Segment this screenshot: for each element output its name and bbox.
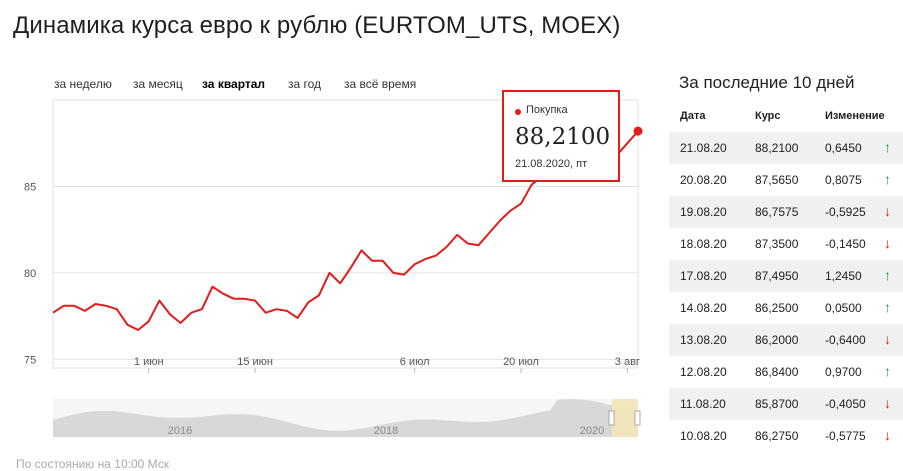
table-header: Дата Курс Изменение (669, 110, 903, 128)
period-month-tab[interactable]: за месяц (133, 77, 183, 91)
row-date: 21.08.20 (680, 141, 727, 155)
row-rate: 86,2500 (755, 301, 799, 315)
arrow-up-icon: ↑ (884, 139, 891, 155)
y-tick-label: 85 (24, 181, 36, 193)
row-change: -0,6400 (825, 333, 866, 347)
y-tick-label: 75 (24, 354, 36, 366)
y-tick-label: 80 (24, 268, 36, 280)
tooltip-value: 88,2100 (515, 124, 611, 150)
x-tick-label: 20 июл (503, 356, 539, 368)
row-rate: 87,5650 (755, 173, 799, 187)
navigator-year-label: 2018 (374, 425, 398, 437)
row-date: 20.08.20 (680, 173, 727, 187)
header-change: Изменение (825, 110, 885, 122)
table-row: 11.08.20 85,8700 -0,4050 ↓ (669, 388, 903, 420)
row-date: 12.08.20 (680, 365, 727, 379)
row-change: -0,5925 (825, 205, 866, 219)
row-date: 13.08.20 (680, 333, 727, 347)
row-date: 17.08.20 (680, 269, 727, 283)
table-row: 17.08.20 87,4950 1,2450 ↑ (669, 260, 903, 292)
table-row: 19.08.20 86,7575 -0,5925 ↓ (669, 196, 903, 228)
row-change: -0,4050 (825, 397, 866, 411)
arrow-down-icon: ↓ (884, 331, 891, 347)
x-tick-label: 15 июн (237, 356, 273, 368)
arrow-up-icon: ↑ (884, 363, 891, 379)
table-row: 14.08.20 86,2500 0,0500 ↑ (669, 292, 903, 324)
row-change: -0,1450 (825, 237, 866, 251)
last-10-days-title: За последние 10 дней (679, 73, 855, 92)
arrow-up-icon: ↑ (884, 267, 891, 283)
row-change: 1,2450 (825, 269, 862, 283)
arrow-down-icon: ↓ (884, 395, 891, 411)
navigator-year-label: 2020 (580, 425, 604, 437)
table-row: 12.08.20 86,8400 0,9700 ↑ (669, 356, 903, 388)
row-change: 0,6450 (825, 141, 862, 155)
row-change: -0,5775 (825, 429, 866, 443)
table-row: 21.08.20 88,2100 0,6450 ↑ (669, 132, 903, 164)
row-rate: 85,8700 (755, 397, 799, 411)
row-change: 0,9700 (825, 365, 862, 379)
update-note: По состоянию на 10:00 Мск (16, 457, 170, 471)
x-tick-label: 6 июл (400, 356, 430, 368)
row-change: 0,8075 (825, 173, 862, 187)
x-tick-label: 3 авг (615, 356, 640, 368)
navigator-handle-left (608, 410, 615, 426)
period-week-tab[interactable]: за неделю (54, 77, 112, 91)
period-year-tab[interactable]: за год (288, 77, 322, 91)
period-all-time-tab[interactable]: за всё время (344, 77, 417, 91)
navigator-history-shape (53, 399, 638, 437)
row-rate: 86,7575 (755, 205, 799, 219)
table-row: 13.08.20 86,2000 -0,6400 ↓ (669, 324, 903, 356)
navigator-handle-right (634, 410, 641, 426)
price-tooltip: Покупка 88,2100 21.08.2020, пт (502, 90, 620, 182)
arrow-down-icon: ↓ (884, 203, 891, 219)
tooltip-label: Покупка (526, 104, 568, 116)
row-rate: 86,8400 (755, 365, 799, 379)
row-date: 14.08.20 (680, 301, 727, 315)
arrow-down-icon: ↓ (884, 235, 891, 251)
table-row: 20.08.20 87,5650 0,8075 ↑ (669, 164, 903, 196)
arrow-up-icon: ↑ (884, 171, 891, 187)
row-rate: 86,2000 (755, 333, 799, 347)
table-row: 10.08.20 86,2750 -0,5775 ↓ (669, 420, 903, 452)
period-quarter-tab[interactable]: за квартал (202, 77, 266, 91)
row-change: 0,0500 (825, 301, 862, 315)
navigator-selection (612, 399, 638, 437)
row-rate: 87,4950 (755, 269, 799, 283)
arrow-up-icon: ↑ (884, 299, 891, 315)
page-title: Динамика курса евро к рублю (EURTOM_UTS,… (13, 12, 621, 39)
x-tick-label: 1 июн (134, 356, 164, 368)
tooltip-dot-icon (515, 109, 521, 115)
header-rate: Курс (755, 110, 781, 122)
row-date: 11.08.20 (680, 397, 726, 411)
row-rate: 86,2750 (755, 429, 799, 443)
last-value-marker (633, 126, 643, 136)
row-rate: 87,3500 (755, 237, 799, 251)
arrow-down-icon: ↓ (884, 427, 891, 443)
row-date: 19.08.20 (680, 205, 727, 219)
row-date: 18.08.20 (680, 237, 727, 251)
table-row: 18.08.20 87,3500 -0,1450 ↓ (669, 228, 903, 260)
header-date: Дата (680, 110, 706, 122)
tooltip-date: 21.08.2020, пт (515, 158, 588, 170)
row-date: 10.08.20 (680, 429, 727, 443)
navigator-year-label: 2016 (168, 425, 192, 437)
row-rate: 88,2100 (755, 141, 799, 155)
